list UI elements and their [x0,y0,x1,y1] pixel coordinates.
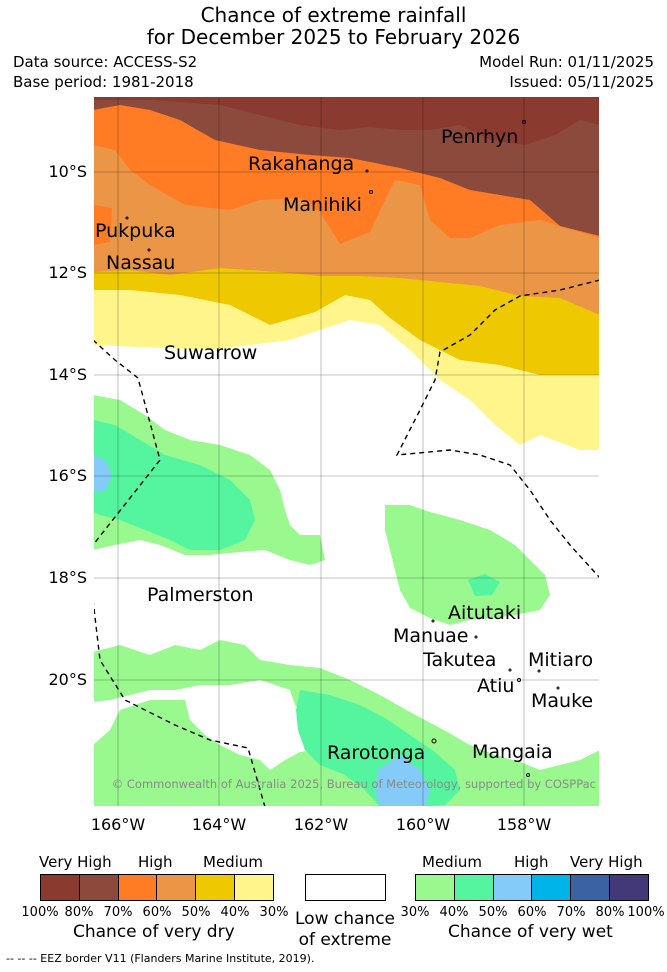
place-label-manuae: Manuae [393,625,469,647]
place-label-mangaia: Mangaia [472,741,553,763]
place-label-mauke: Mauke [531,690,594,712]
place-label-nassau: Nassau [106,252,176,274]
title-line-2: for December 2025 to February 2026 [146,25,521,49]
dry-tick: 80% [64,905,94,920]
wet-category-very-high: Very High [570,853,643,871]
dry-category-very-high: Very High [39,853,112,871]
neutral-swatch [305,874,386,901]
lat-label: 12°S [48,263,87,282]
wet-colorbar [415,874,649,901]
neutral-legend-title-1: Low chance [295,909,395,929]
dry-category-medium: Medium [203,853,263,871]
lon-label: 160°W [395,815,451,834]
wet-category-high: High [514,853,549,871]
wet-swatch [453,875,493,900]
dry-category-high: High [138,853,173,871]
wet-light-blue-region-west [93,455,112,492]
wet-legend-title: Chance of very wet [448,922,613,942]
wet-swatch [570,875,610,900]
wet-tick: 60% [517,905,547,920]
dry-tick: 100% [21,905,59,920]
wet-tick: 70% [556,905,586,920]
issued-date: Issued: 05/11/2025 [509,73,654,91]
base-period: Base period: 1981-2018 [13,73,194,91]
lat-label: 14°S [48,365,87,384]
lat-label: 18°S [48,568,87,587]
dry-very-high-dark-region [93,96,600,145]
place-label-rarotonga: Rarotonga [327,742,426,764]
dry-orange-region-west [93,205,112,245]
eez-borders [93,279,600,807]
data-source: Data source: ACCESS-S2 [13,53,198,71]
wet-tick: 80% [595,905,625,920]
lon-label: 164°W [191,815,247,834]
dry-swatch [156,875,196,900]
model-run: Model Run: 01/11/2025 [479,53,654,71]
title-line-1: Chance of extreme rainfall [200,3,467,27]
wet-swatch [531,875,571,900]
wet-tick: 100% [627,905,665,920]
place-label-pukpuka: Pukpuka [95,220,176,242]
place-label-rakahanga: Rakahanga [248,153,355,175]
dry-legend-title: Chance of very dry [73,922,235,942]
dry-swatch [41,875,79,900]
eez-border-note: -- -- -- EEZ border V11 (Flanders Marine… [6,952,315,965]
lon-label: 158°W [496,815,552,834]
place-label-palmerston: Palmerston [147,584,254,606]
dry-swatch [117,875,157,900]
place-label-mitiaro: Mitiaro [528,649,594,671]
wet-swatch [609,875,648,900]
wet-swatch [416,875,454,900]
place-label-suwarrow: Suwarrow [164,342,258,364]
lat-label: 20°S [48,670,87,689]
wet-tick: 40% [439,905,469,920]
place-label-takutea: Takutea [423,649,497,671]
lat-label: 10°S [48,162,87,181]
copyright-notice: © Commonwealth of Australia 2025, Bureau… [111,777,596,791]
neutral-legend-title-2: of extreme [298,930,392,950]
map-frame [93,96,600,807]
lon-label: 166°W [90,815,146,834]
dry-tick: 50% [181,905,211,920]
wet-medium-region-east [385,505,550,625]
wet-high-region-west [93,420,255,550]
dry-swatch [195,875,235,900]
wet-tick: 50% [478,905,508,920]
place-label-manihiki: Manihiki [283,194,362,216]
island-markers [125,120,560,777]
place-label-penrhyn: Penrhyn [441,126,519,148]
dry-swatch [78,875,118,900]
lon-label: 162°W [293,815,349,834]
dry-tick: 40% [220,905,250,920]
wet-high-region-east [468,574,500,596]
place-label-aitutaki: Aitutaki [448,602,522,624]
wet-swatch [492,875,532,900]
dry-tick: 70% [103,905,133,920]
wet-light-blue-region-south [375,755,430,807]
dry-tick: 30% [259,905,289,920]
wet-category-medium: Medium [422,853,482,871]
wet-tick: 30% [400,905,430,920]
dry-colorbar [40,874,274,901]
dry-swatch [234,875,273,900]
place-label-atiu: Atiu [477,675,515,697]
rainfall-map [93,96,600,807]
lat-label: 16°S [48,466,87,485]
dry-tick: 60% [142,905,172,920]
